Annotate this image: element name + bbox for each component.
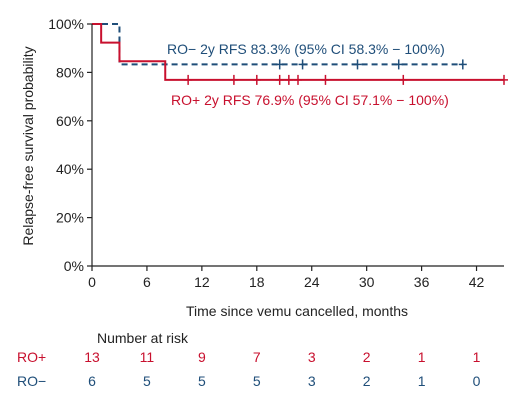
censor-mark bbox=[458, 59, 467, 70]
risk-count: 2 bbox=[363, 349, 371, 365]
y-tick-label: 60% bbox=[56, 113, 84, 129]
risk-count: 5 bbox=[143, 373, 151, 389]
x-tick-label: 6 bbox=[143, 274, 151, 290]
annotation-ro-plus: RO+ 2y RFS 76.9% (95% CI 57.1% − 100%) bbox=[171, 92, 449, 108]
y-tick-label: 80% bbox=[56, 64, 84, 80]
censor-mark bbox=[184, 74, 193, 85]
risk-row-label-ro-plus: RO+ bbox=[17, 349, 46, 365]
risk-count: 5 bbox=[198, 373, 206, 389]
risk-row-label-ro-minus: RO− bbox=[17, 373, 46, 389]
censor-mark bbox=[275, 74, 284, 85]
censor-mark bbox=[252, 74, 261, 85]
y-tick-label: 20% bbox=[56, 210, 84, 226]
censor-mark bbox=[275, 59, 284, 70]
risk-count: 6 bbox=[88, 373, 96, 389]
censor-mark bbox=[394, 59, 403, 70]
risk-count: 1 bbox=[473, 349, 481, 365]
y-tick-label: 40% bbox=[56, 161, 84, 177]
censor-mark bbox=[284, 74, 293, 85]
risk-count: 0 bbox=[473, 373, 481, 389]
axis-layer bbox=[91, 24, 504, 267]
risk-count: 11 bbox=[140, 349, 155, 365]
censor-mark bbox=[399, 74, 408, 85]
x-tick-label: 42 bbox=[469, 274, 485, 290]
series-line-ro-plus bbox=[92, 23, 504, 81]
risk-count: 2 bbox=[363, 373, 371, 389]
risk-counts: 13 11 9 7 3 2 1 16 5 5 5 3 2 1 0 bbox=[84, 349, 480, 389]
censor-mark bbox=[298, 59, 307, 70]
risk-count: 3 bbox=[308, 349, 316, 365]
x-tick-label: 12 bbox=[194, 274, 210, 290]
censor-mark bbox=[353, 59, 362, 70]
series-line-ro-minus bbox=[92, 23, 463, 66]
censor-mark bbox=[229, 74, 238, 85]
risk-count: 7 bbox=[253, 349, 261, 365]
risk-count: 5 bbox=[253, 373, 261, 389]
y-tick-label: 100% bbox=[48, 16, 84, 32]
x-tick-label: 30 bbox=[359, 274, 375, 290]
risk-count: 13 bbox=[84, 349, 100, 365]
x-tick-label: 18 bbox=[249, 274, 265, 290]
x-tick-label: 36 bbox=[414, 274, 430, 290]
y-tick-label: 0% bbox=[64, 258, 84, 274]
y-axis-label: Relapse-free survival probability bbox=[20, 46, 36, 245]
risk-count: 1 bbox=[418, 349, 426, 365]
censor-mark bbox=[294, 74, 302, 85]
censor-mark bbox=[321, 74, 330, 85]
annotation-ro-minus: RO− 2y RFS 83.3% (95% CI 58.3% − 100%) bbox=[167, 41, 445, 57]
ticks-layer: 0% 20% 40% 60% 80% 100% 0 6 12 18 24 30 36 42 bbox=[48, 16, 484, 290]
x-tick-label: 0 bbox=[88, 274, 96, 290]
censor-mark bbox=[500, 74, 508, 85]
x-tick-label: 24 bbox=[304, 274, 320, 290]
risk-table-title: Number at risk bbox=[97, 330, 189, 346]
risk-count: 3 bbox=[308, 373, 316, 389]
risk-count: 9 bbox=[198, 349, 206, 365]
risk-count: 1 bbox=[418, 373, 426, 389]
series-layer bbox=[92, 23, 508, 85]
x-axis-label: Time since vemu cancelled, months bbox=[186, 303, 408, 319]
